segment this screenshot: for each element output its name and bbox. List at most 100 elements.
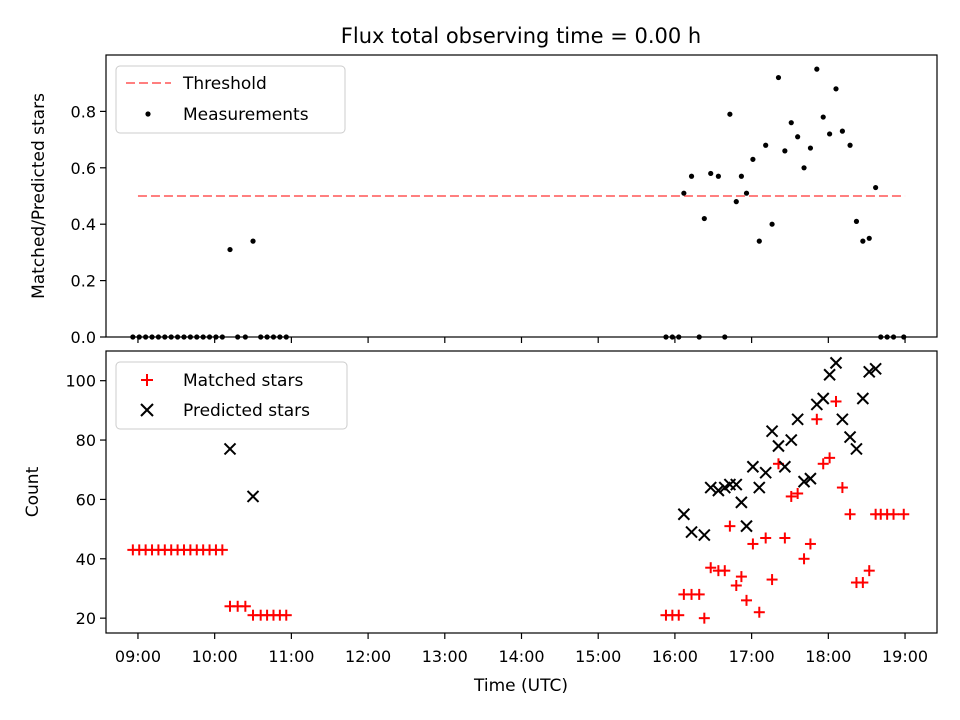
predicted-starspoint xyxy=(836,413,849,426)
measurementspoint xyxy=(827,131,833,137)
predicted-starspoint xyxy=(753,481,766,494)
x-tick-label: 09:00 xyxy=(115,647,161,666)
count-x-ticks: 09:00 10:00 11:00 12:00 13:00 14:00 15:00 16:00… xyxy=(115,633,928,666)
predicted-starspoint xyxy=(785,433,798,447)
measurementspoint xyxy=(782,148,788,154)
ratio-panel: 0.00.20.40.60.8 Matched/Predicted stars … xyxy=(29,54,938,347)
measurementspoint xyxy=(775,74,782,81)
predicted-starspoint xyxy=(797,475,811,488)
measurementspoint xyxy=(727,111,733,117)
matched-starspoint xyxy=(747,538,759,550)
predicted-starspoint xyxy=(735,496,748,509)
count-y-ticks: 20 40 60 80 100 xyxy=(65,372,106,628)
predicted-starspoint xyxy=(778,460,792,473)
x-tick-label: 18:00 xyxy=(805,647,851,666)
matched-starspoint xyxy=(698,612,710,624)
chart-title: Flux total observing time = 0.00 h xyxy=(341,24,701,48)
matched-starspoint xyxy=(830,395,842,407)
measurementspoint xyxy=(756,238,762,244)
predicted-starspoint xyxy=(817,392,830,405)
measurementspoint xyxy=(807,145,814,151)
ratio-y-tick-label: 0.6 xyxy=(71,159,96,178)
x-tick-label: 12:00 xyxy=(345,647,391,666)
ratio-y-axis-label: Matched/Predicted stars xyxy=(29,93,49,299)
predicted-starspoint xyxy=(765,424,779,438)
matched-starspoint xyxy=(239,600,251,612)
ratio-legend: Threshold Measurements xyxy=(115,65,346,134)
measurementspoint xyxy=(715,173,721,179)
count-y-tick-label: 60 xyxy=(76,490,96,509)
x-axis-label: Time (UTC) xyxy=(473,676,568,696)
predicted-starspoint xyxy=(677,508,691,521)
predicted-legend-label: Predicted stars xyxy=(183,401,310,421)
matched-starspoint xyxy=(216,544,228,556)
measurementspoint xyxy=(688,173,695,179)
matched-starspoint xyxy=(804,538,816,550)
matched-starspoint xyxy=(735,571,747,583)
matched-starspoint xyxy=(741,594,753,606)
predicted-starspoint xyxy=(829,356,843,370)
matched-legend-label: Matched stars xyxy=(183,371,303,391)
matched-legend-swatch xyxy=(141,374,153,386)
measurementspoint xyxy=(250,238,256,244)
measurementspoint xyxy=(853,218,860,224)
measurementspoint xyxy=(801,165,807,171)
matched-starspoint xyxy=(785,490,797,502)
ratio-y-ticks: 0.0 0.2 0.4 0.6 0.8 xyxy=(71,102,106,347)
measurementspoint xyxy=(701,215,707,222)
matched-starspoint xyxy=(863,565,875,577)
predicted-starspoint xyxy=(712,484,725,497)
matched-starspoint xyxy=(779,532,791,544)
measurements-legend-swatch xyxy=(145,111,151,117)
count-y-tick-label: 80 xyxy=(76,431,96,450)
measurementspoint xyxy=(788,120,794,126)
predicted-starspoint xyxy=(740,519,753,533)
measurementspoint xyxy=(866,235,872,241)
matched-starspoint xyxy=(753,606,765,618)
ratio-y-tick-label: 0.2 xyxy=(71,272,96,291)
predicted-legend-swatch xyxy=(140,403,154,417)
measurementspoint xyxy=(769,221,775,227)
predicted-starspoint xyxy=(850,442,863,456)
predicted-starspoint xyxy=(856,392,870,405)
matched-starspoint xyxy=(724,520,736,532)
measurementspoint xyxy=(833,86,839,92)
count-y-tick-label: 20 xyxy=(76,609,96,628)
predicted-starspoint xyxy=(823,368,836,381)
count-y-tick-label: 100 xyxy=(65,372,96,391)
measurementspoint xyxy=(839,128,845,134)
ratio-y-tick-label: 0.0 xyxy=(71,328,96,347)
predicted-starspoint xyxy=(704,481,717,494)
matched-starspoint xyxy=(792,487,804,499)
count-panel: 20 40 60 80 100 09:00 10:00 11:00 12:00 13:00 14:… xyxy=(23,350,938,696)
x-tick-label: 17:00 xyxy=(729,647,775,666)
measurementspoint xyxy=(795,134,801,140)
matched-starspoint xyxy=(766,574,778,586)
predicted-starspoint xyxy=(746,460,760,473)
matched-starspoint xyxy=(836,482,848,494)
x-tick-label: 11:00 xyxy=(268,647,314,666)
matched-starspoint xyxy=(673,609,685,621)
predicted-starspoint xyxy=(863,365,876,378)
matched-starspoint xyxy=(719,565,731,577)
measurementspoint xyxy=(681,190,687,196)
predicted-starspoint xyxy=(869,362,882,376)
count-y-tick-label: 40 xyxy=(76,550,96,569)
measurementspoint xyxy=(847,142,853,148)
measurementspoint xyxy=(743,190,750,196)
x-tick-label: 19:00 xyxy=(882,647,928,666)
predicted-starspoint xyxy=(843,430,857,444)
matched-starspoint xyxy=(798,553,810,565)
matched-starspoint xyxy=(898,508,910,520)
measurementspoint xyxy=(708,170,714,177)
measurementspoint xyxy=(820,114,826,120)
count-legend-box xyxy=(115,361,348,430)
matched-starspoint xyxy=(730,580,742,592)
measurementspoint xyxy=(763,142,769,148)
threshold-legend-label: Threshold xyxy=(182,74,267,94)
matched-starspoint xyxy=(817,458,829,470)
measurementspoint xyxy=(814,66,820,72)
matched-starspoint xyxy=(280,609,292,621)
matched-starspoint xyxy=(705,562,717,574)
